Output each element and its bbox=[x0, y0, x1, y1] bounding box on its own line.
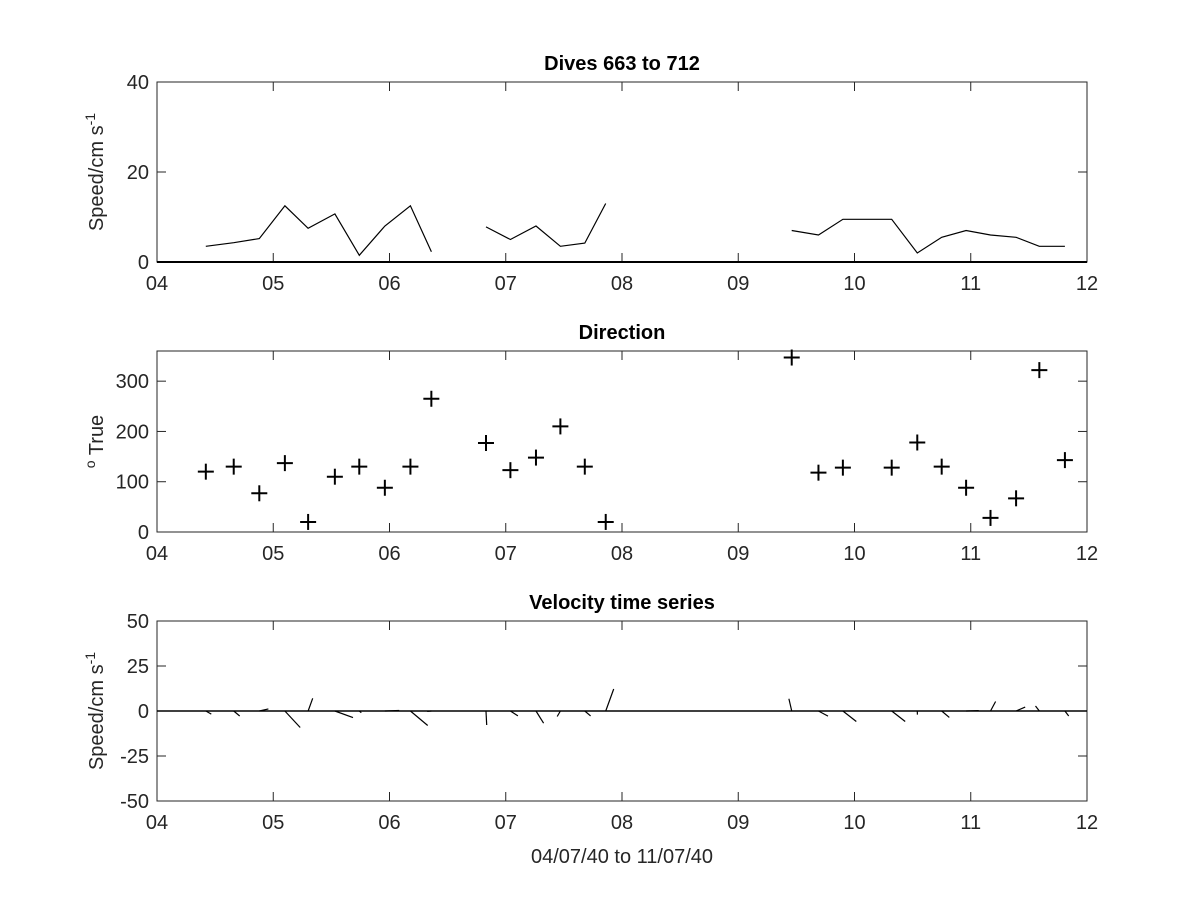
direction-x-tick-label: 10 bbox=[843, 543, 865, 565]
speed-panel: 04 05 06 07 08 09 10 11 12 0 20 40 Dives 663 to 712… bbox=[82, 53, 1098, 295]
speed-plot-area bbox=[157, 82, 1087, 262]
direction-x-tick-label: 09 bbox=[727, 543, 749, 565]
velocity-y-tick-label: 50 bbox=[127, 611, 149, 633]
direction-y-tick-label: 100 bbox=[116, 472, 149, 494]
velocity-panel-y-axis-label-sup: -1 bbox=[82, 652, 98, 665]
speed-y-tick-label: 40 bbox=[127, 72, 149, 94]
direction-panel-title: Direction bbox=[579, 322, 666, 344]
direction-x-tick-label: 05 bbox=[262, 543, 284, 565]
velocity-x-tick-label: 09 bbox=[727, 812, 749, 834]
speed-x-tick-label: 05 bbox=[262, 273, 284, 295]
velocity-y-tick-label: -25 bbox=[120, 746, 149, 768]
velocity-x-tick-label: 06 bbox=[378, 812, 400, 834]
velocity-x-tick-label: 07 bbox=[495, 812, 517, 834]
direction-plot-area bbox=[157, 351, 1087, 532]
direction-panel: 04 05 06 07 08 09 10 11 12 0 100 200 300 Direction o… bbox=[82, 322, 1098, 565]
velocity-y-tick-label: 0 bbox=[138, 701, 149, 723]
direction-x-tick-label: 08 bbox=[611, 543, 633, 565]
speed-x-tick-label: 12 bbox=[1076, 273, 1098, 295]
speed-x-tick-label: 11 bbox=[960, 273, 981, 295]
velocity-panel-title: Velocity time series bbox=[529, 592, 715, 614]
velocity-x-tick-label: 05 bbox=[262, 812, 284, 834]
velocity-panel-y-axis-label-main: Speed/cm s bbox=[86, 664, 108, 770]
direction-y-tick-label: 300 bbox=[116, 371, 149, 393]
speed-x-tick-label: 06 bbox=[378, 273, 400, 295]
direction-x-tick-label: 12 bbox=[1076, 543, 1098, 565]
velocity-y-tick-label: -50 bbox=[120, 791, 149, 813]
velocity-stick bbox=[486, 711, 487, 725]
direction-x-tick-label: 06 bbox=[378, 543, 400, 565]
direction-y-tick-label: 200 bbox=[116, 421, 149, 443]
speed-panel-y-axis-label: Speed/cm s-1 bbox=[82, 113, 108, 231]
velocity-x-tick-label: 08 bbox=[611, 812, 633, 834]
direction-panel-y-axis-label-main: True bbox=[86, 415, 108, 461]
direction-y-tick-label: 0 bbox=[138, 522, 149, 544]
direction-x-tick-label: 04 bbox=[146, 543, 168, 565]
velocity-panel-y-axis-label: Speed/cm s-1 bbox=[82, 652, 108, 770]
speed-x-tick-label: 10 bbox=[843, 273, 865, 295]
speed-panel-y-axis-label-main: Speed/cm s bbox=[86, 125, 108, 231]
speed-x-tick-label: 08 bbox=[611, 273, 633, 295]
velocity-x-tick-label: 12 bbox=[1076, 812, 1098, 834]
velocity-y-tick-label: 25 bbox=[127, 656, 149, 678]
speed-y-tick-label: 20 bbox=[127, 162, 149, 184]
speed-x-tick-label: 04 bbox=[146, 273, 168, 295]
direction-x-tick-label: 07 bbox=[495, 543, 517, 565]
velocity-x-tick-label: 04 bbox=[146, 812, 168, 834]
direction-panel-y-axis-label-sup: o bbox=[82, 460, 98, 468]
velocity-panel-x-axis-label: 04/07/40 to 11/07/40 bbox=[531, 846, 713, 868]
velocity-x-tick-label: 10 bbox=[843, 812, 865, 834]
direction-panel-y-axis-label: o True bbox=[82, 415, 108, 468]
speed-x-tick-label: 07 bbox=[495, 273, 517, 295]
direction-x-tick-label: 11 bbox=[960, 543, 981, 565]
velocity-x-tick-label: 11 bbox=[960, 812, 981, 834]
speed-panel-y-axis-label-sup: -1 bbox=[82, 113, 98, 126]
speed-x-tick-label: 09 bbox=[727, 273, 749, 295]
speed-y-tick-label: 0 bbox=[138, 252, 149, 274]
velocity-stick bbox=[385, 711, 399, 712]
speed-panel-title: Dives 663 to 712 bbox=[544, 53, 700, 75]
